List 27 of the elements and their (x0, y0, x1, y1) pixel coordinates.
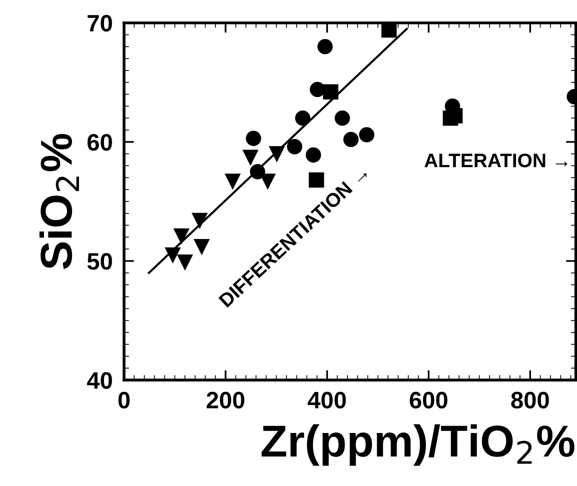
point (177, 254, 193, 270)
point (381, 22, 397, 38)
point (317, 39, 333, 54)
point (343, 132, 359, 148)
y-tick-label: 70 (88, 14, 112, 32)
point (323, 84, 338, 100)
x-tick-label: 800 (511, 392, 549, 409)
point (286, 139, 302, 154)
point (310, 82, 326, 98)
point (242, 150, 258, 166)
x-tick-label: 0 (118, 392, 130, 409)
x-tick-label: 600 (410, 392, 448, 409)
point (295, 110, 310, 126)
point (334, 110, 350, 126)
point (174, 228, 190, 244)
y-tick-label: 40 (87, 372, 112, 389)
annotation: ALTERATION → (424, 154, 568, 168)
point (246, 130, 262, 146)
point (306, 147, 322, 163)
y-tick-label: 50 (87, 253, 112, 270)
x-axis-title: Zr(ppm)/TiO$_{2}$% (262, 424, 574, 466)
y-tick-label: 60 (88, 134, 112, 151)
x-tick-label: 200 (206, 392, 244, 409)
y-axis-title: SiO$_{2}$% (39, 134, 79, 270)
point (359, 127, 374, 142)
point (194, 239, 210, 254)
x-tick-label: 400 (308, 392, 346, 409)
